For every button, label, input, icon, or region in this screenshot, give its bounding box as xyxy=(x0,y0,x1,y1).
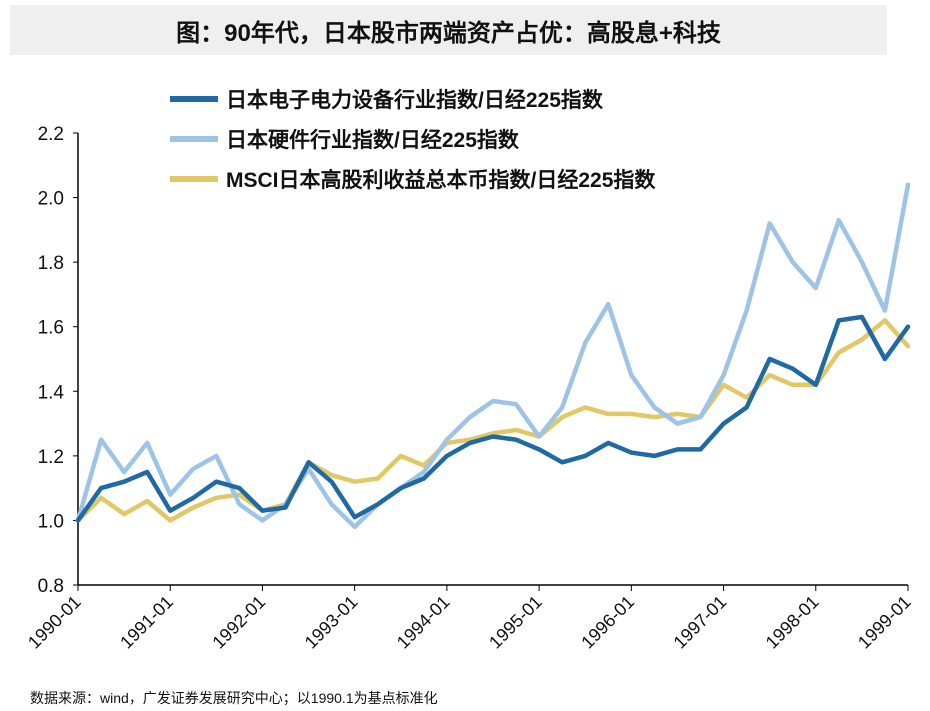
legend-swatch xyxy=(170,136,218,142)
x-tick-label: 1999-01 xyxy=(854,592,915,653)
x-tick-label: 1995-01 xyxy=(485,592,546,653)
x-tick-label: 1998-01 xyxy=(762,592,823,653)
x-tick-label: 1994-01 xyxy=(393,592,454,653)
legend-label: 日本电子电力设备行业指数/日经225指数 xyxy=(226,89,603,112)
source-note: 数据来源：wind，广发证券发展研究中心；以1990.1为基点标准化 xyxy=(30,690,438,706)
legend-label: 日本硬件行业指数/日经225指数 xyxy=(226,129,519,152)
y-tick-label: 1.8 xyxy=(38,253,64,274)
y-tick-label: 1.2 xyxy=(38,447,64,468)
x-tick-label: 1997-01 xyxy=(670,592,731,653)
x-tick-label: 1993-01 xyxy=(301,592,362,653)
legend-swatch xyxy=(170,96,218,102)
y-tick-label: 2.0 xyxy=(38,189,64,210)
y-tick-label: 1.6 xyxy=(38,318,64,339)
legend-item-hardware: 日本硬件行业指数/日经225指数 xyxy=(170,124,519,154)
x-tick-label: 1990-01 xyxy=(24,592,85,653)
chart-title: 图：90年代，日本股市两端资产占优：高股息+科技 xyxy=(10,5,887,55)
legend-item-high-dividend: MSCI日本高股利收益总本币指数/日经225指数 xyxy=(170,164,655,194)
x-tick-label: 1991-01 xyxy=(116,592,177,653)
y-tick-label: 1.4 xyxy=(38,382,65,403)
y-tick-label: 2.2 xyxy=(38,124,64,145)
legend-swatch xyxy=(170,176,218,182)
x-tick-label: 1996-01 xyxy=(577,592,638,653)
y-tick-label: 0.8 xyxy=(38,576,64,597)
series-line-0 xyxy=(75,314,911,523)
legend-item-electronics: 日本电子电力设备行业指数/日经225指数 xyxy=(170,84,603,114)
series-line-2 xyxy=(75,318,911,523)
y-tick-label: 1.0 xyxy=(38,511,64,532)
x-tick-label: 1992-01 xyxy=(208,592,269,653)
series-line-1 xyxy=(75,182,911,530)
legend-label: MSCI日本高股利收益总本币指数/日经225指数 xyxy=(226,169,656,192)
